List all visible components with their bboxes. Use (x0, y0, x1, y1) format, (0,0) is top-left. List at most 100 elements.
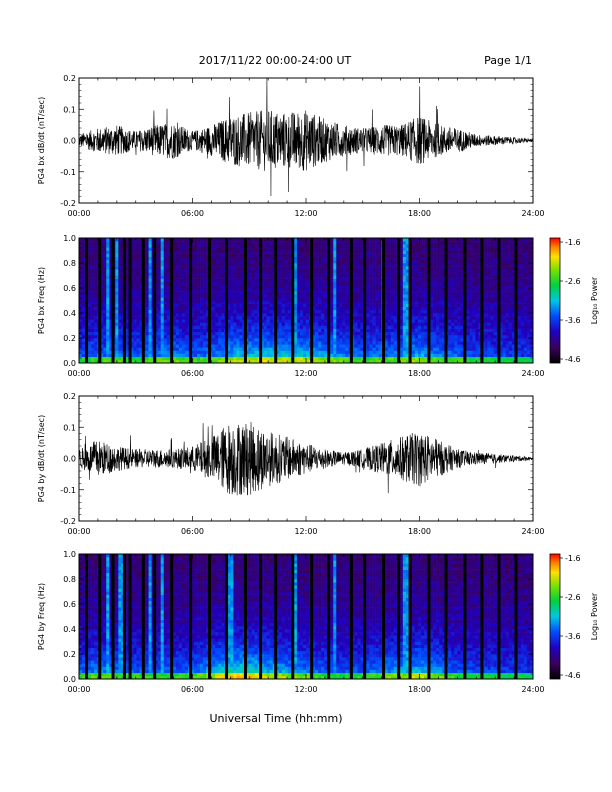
spectrogram-cell (227, 269, 231, 273)
spectrogram-cell (433, 313, 437, 317)
spectrogram-cell (106, 281, 110, 286)
spectrogram-cell (254, 325, 258, 329)
spectrogram-cell (269, 294, 274, 298)
spectrogram-cell (218, 250, 222, 254)
spectrogram-cell (160, 259, 165, 264)
spectrogram-cell (236, 356, 240, 361)
spectrogram-cell (172, 325, 177, 329)
spectrogram-cell (442, 291, 446, 295)
spectrogram-cell (106, 319, 110, 323)
spectrogram-cell (163, 275, 168, 279)
spectrogram-cell (109, 294, 113, 298)
spectrogram-cell (369, 353, 373, 358)
spectrogram-cell (306, 316, 310, 320)
spectrogram-cell (82, 284, 86, 289)
spectrogram-cell (330, 353, 334, 358)
spectrogram-cell (275, 253, 280, 258)
spectrogram-cell (405, 341, 410, 345)
spectrogram-cell (369, 275, 373, 279)
spectrogram-cell (215, 247, 219, 251)
spectrogram-cell (345, 288, 349, 292)
spectrogram-cell (157, 353, 162, 358)
spectrogram-cell (402, 256, 407, 261)
spectrogram-cell (166, 250, 171, 254)
spectrogram-cell (278, 256, 283, 261)
spectrogram-cell (106, 256, 110, 261)
spectrogram-cell (442, 303, 446, 308)
spectrogram-cell (375, 247, 379, 251)
spectrogram-cell (366, 316, 370, 320)
spectrogram-cell (91, 319, 95, 323)
spectrogram-cell (405, 269, 410, 273)
spectrogram-cell (172, 238, 177, 242)
spectrogram-cell (172, 334, 177, 339)
spectrogram-cell (212, 328, 216, 333)
spectrogram-cell (248, 338, 252, 342)
spectrogram-cell (88, 244, 92, 248)
spectrogram-cell (360, 309, 364, 314)
spectrogram-cell (405, 247, 410, 251)
spectrogram-cell (233, 319, 237, 323)
spectrogram-cell (100, 281, 104, 286)
spectrogram-cell (369, 244, 373, 248)
spectrogram-cell (296, 353, 301, 358)
spectrogram-cell (172, 256, 177, 261)
spectrogram-cell (197, 316, 201, 320)
spectrogram-cell (109, 347, 113, 351)
spectrogram-cell (372, 281, 376, 286)
spectrogram-cell (296, 322, 301, 326)
spectrogram-cell (221, 238, 225, 242)
spectrogram-cell (118, 313, 122, 317)
spectrogram-cell (366, 297, 370, 301)
spectrogram-cell (136, 306, 140, 311)
spectrogram-cell (103, 313, 107, 317)
spectrogram-cell (357, 313, 361, 317)
spectrogram-cell (230, 247, 234, 251)
spectrogram-cell (436, 244, 440, 248)
spectrogram-cell (421, 272, 425, 276)
spectrogram-cell (194, 272, 198, 276)
spectrogram-cell (245, 284, 249, 289)
spectrogram-cell (124, 297, 128, 301)
spectrogram-cell (236, 266, 240, 270)
spectrogram-cell (124, 294, 128, 298)
spectrogram-cell (233, 244, 237, 248)
spectrogram-cell (414, 288, 419, 292)
spectrogram-cell (245, 338, 249, 342)
spectrogram-cell (366, 300, 370, 304)
spectrogram-cell (227, 278, 231, 283)
spectrogram-cell (336, 263, 340, 267)
spectrogram-cell (236, 259, 240, 264)
spectrogram-cell (278, 247, 283, 251)
spectrogram-cell (230, 297, 234, 301)
spectrogram-cell (212, 266, 216, 270)
spectrogram-cell (130, 263, 134, 267)
spectrogram-cell (287, 263, 292, 267)
spectrogram-cell (245, 269, 249, 273)
y-tick-label: 0.2 (63, 74, 76, 83)
spectrogram-cell (184, 238, 189, 242)
spectrogram-cell (115, 353, 119, 358)
spectrogram-cell (148, 316, 152, 320)
spectrogram-cell (181, 325, 186, 329)
spectrogram-cell (324, 350, 328, 354)
spectrogram-cell (200, 238, 204, 242)
spectrogram-cell (284, 269, 289, 273)
spectrogram-cell (302, 294, 307, 298)
spectrogram-cell (200, 272, 204, 276)
spectrogram-cell (166, 344, 171, 348)
spectrogram-cell (436, 300, 440, 304)
spectrogram-cell (266, 294, 270, 298)
spectrogram-cell (221, 341, 225, 345)
spectrogram-cell (351, 266, 355, 270)
spectrogram-cell (324, 297, 328, 301)
x-tick-label: 06:00 (181, 209, 204, 218)
spectrogram-cell (106, 328, 110, 333)
spectrogram-cell (336, 322, 340, 326)
spectrogram-cell (218, 353, 222, 358)
spectrogram-cell (148, 297, 152, 301)
spectrogram-cell (306, 347, 310, 351)
spectrogram-cell (190, 338, 195, 342)
spectrogram-cell (145, 309, 149, 314)
spectrogram-cell (178, 338, 183, 342)
